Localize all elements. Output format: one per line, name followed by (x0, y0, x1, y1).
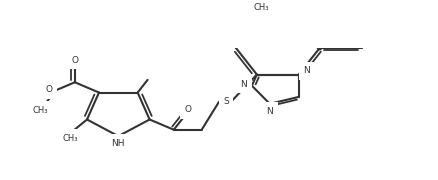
Text: O: O (46, 85, 53, 94)
Text: N: N (266, 107, 273, 116)
Text: CH₃: CH₃ (32, 106, 48, 115)
Text: N: N (240, 80, 247, 89)
Text: CH₃: CH₃ (63, 134, 78, 143)
Text: NH: NH (112, 139, 125, 148)
Text: O: O (71, 56, 78, 65)
Text: CH₃: CH₃ (253, 3, 268, 12)
Text: O: O (184, 105, 191, 114)
Text: S: S (223, 97, 229, 106)
Text: N: N (304, 66, 310, 75)
